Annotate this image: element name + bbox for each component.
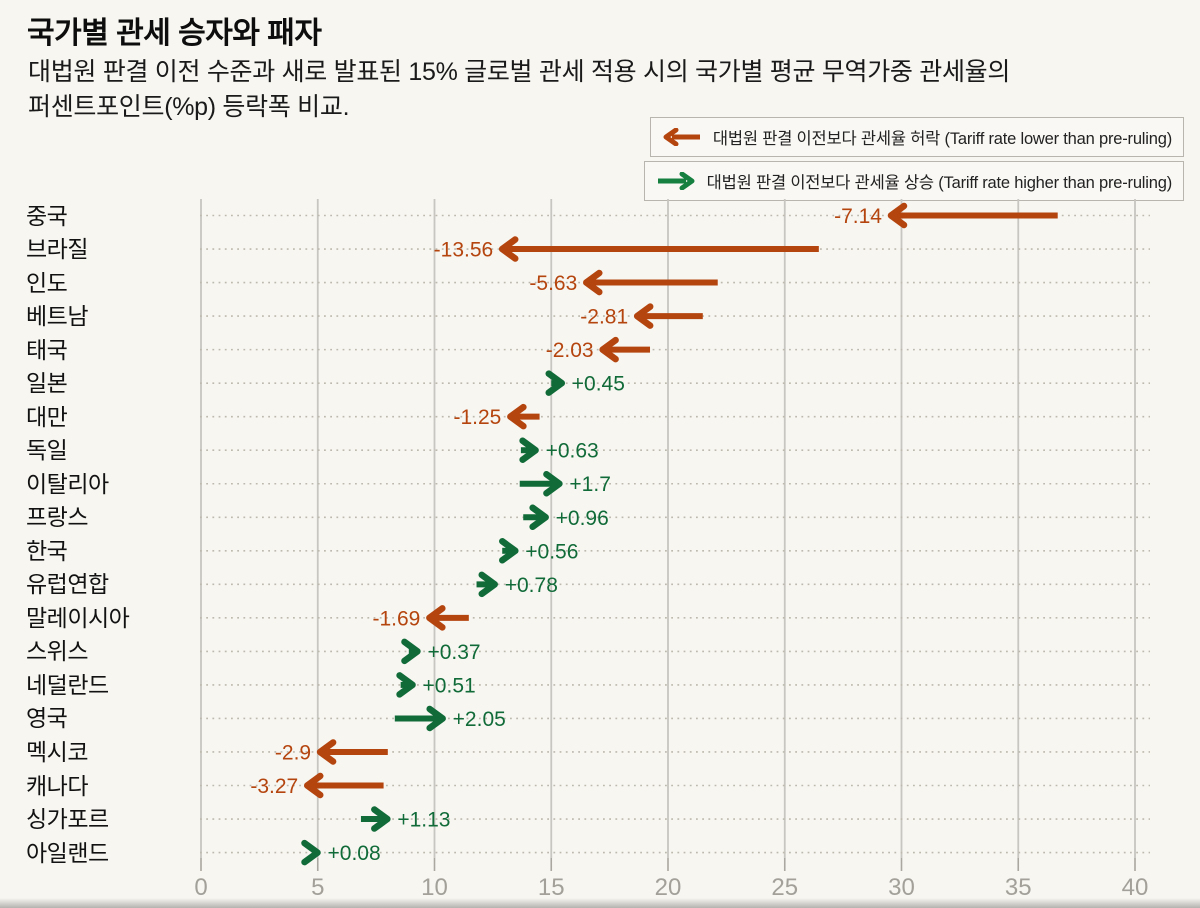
x-axis-label: 5: [311, 874, 324, 901]
arrow-head: [303, 772, 324, 799]
arrow-head: [507, 403, 527, 430]
value-label: +0.63: [546, 440, 599, 463]
country-label: 프랑스: [26, 504, 88, 531]
arrow-head: [499, 538, 519, 564]
legend-item-tariff-lower: 대법원 판결 이전보다 관세율 허락 (Tariff rate lower th…: [649, 117, 1184, 157]
legend-label-tariff-higher: 대법원 판결 이전보다 관세율 상승 (Tariff rate higher t…: [706, 174, 1173, 192]
value-label: -7.14: [834, 205, 882, 228]
value-label: +1.13: [397, 809, 450, 832]
legend-label-tariff-lower: 대법원 판결 이전보다 관세율 허락 (Tariff rate lower th…: [712, 130, 1172, 148]
value-label: +0.56: [525, 540, 578, 563]
country-label: 유럽연합: [26, 571, 109, 598]
arrow-head: [426, 705, 446, 732]
country-label: 아일랜드: [26, 839, 109, 866]
arrow-head: [301, 839, 321, 866]
x-axis-label: 20: [655, 874, 682, 901]
value-label: -2.9: [275, 741, 311, 764]
left-arrow-icon: [663, 128, 700, 146]
arrow-head: [519, 437, 539, 463]
page-bottom-shadow: [0, 898, 1200, 908]
right-arrow-icon: [657, 172, 695, 190]
value-label: +0.08: [328, 842, 381, 865]
arrow-head: [583, 269, 603, 296]
arrow-head: [529, 504, 549, 531]
value-label: +2.05: [453, 708, 506, 731]
country-label: 캐나다: [26, 772, 88, 799]
country-label: 한국: [26, 537, 68, 564]
x-axis-label: 25: [771, 874, 798, 901]
value-label: -2.03: [546, 339, 594, 362]
value-label: +0.96: [556, 507, 609, 530]
value-label: -3.27: [250, 775, 298, 798]
country-label: 대만: [26, 403, 68, 430]
arrow-head: [401, 638, 421, 665]
country-label: 일본: [26, 370, 68, 397]
country-label: 말레이시아: [26, 604, 130, 631]
country-label: 멕시코: [26, 738, 88, 765]
arrow-head: [545, 370, 566, 396]
country-label: 영국: [26, 705, 68, 732]
page-title: 국가별 관세 승자와 패자: [27, 17, 322, 50]
country-label: 네덜란드: [26, 671, 109, 698]
country-label: 독일: [26, 437, 68, 464]
value-label: +0.45: [572, 373, 625, 396]
value-label: -5.63: [529, 272, 577, 295]
country-label: 인도: [26, 269, 68, 296]
arrow-head: [426, 605, 446, 631]
x-axis-label: 30: [888, 874, 915, 901]
x-axis-label: 0: [194, 874, 207, 901]
x-axis-label: 35: [1005, 874, 1032, 901]
value-label: +0.37: [427, 641, 480, 664]
arrow-head: [316, 739, 337, 765]
legend-item-tariff-higher: 대법원 판결 이전보다 관세율 상승 (Tariff rate higher t…: [643, 161, 1184, 201]
arrow-head: [543, 470, 563, 497]
arrow-head: [371, 806, 391, 832]
country-label: 브라질: [26, 236, 88, 263]
arrow-head: [633, 303, 654, 329]
value-label: -2.81: [580, 306, 628, 329]
subtitle-line-2: 퍼센트포인트(%p) 등락폭 비교.: [28, 93, 350, 121]
value-label: +1.7: [569, 473, 610, 496]
arrow-head: [599, 336, 619, 363]
subtitle-line-1: 대법원 판결 이전 수준과 새로 발표된 15% 글로벌 관세 적용 시의 국가…: [28, 58, 1011, 86]
arrow-head: [498, 236, 519, 262]
country-label: 태국: [26, 336, 68, 363]
value-label: -13.56: [434, 239, 494, 262]
value-label: +0.51: [423, 674, 476, 697]
country-label: 중국: [26, 202, 68, 229]
country-label: 스위스: [26, 638, 88, 665]
country-label: 싱가포르: [26, 806, 109, 833]
arrow-head: [396, 672, 416, 698]
value-label: +0.78: [505, 574, 558, 597]
value-label: -1.25: [454, 406, 502, 429]
x-axis-label: 40: [1122, 874, 1149, 901]
x-axis-label: 10: [421, 874, 448, 901]
country-label: 이탈리아: [26, 470, 109, 497]
country-label: 베트남: [26, 303, 88, 330]
x-axis-label: 15: [538, 874, 565, 901]
value-label: -1.69: [372, 607, 420, 630]
arrow-head: [478, 571, 498, 598]
arrow-head: [887, 202, 908, 229]
